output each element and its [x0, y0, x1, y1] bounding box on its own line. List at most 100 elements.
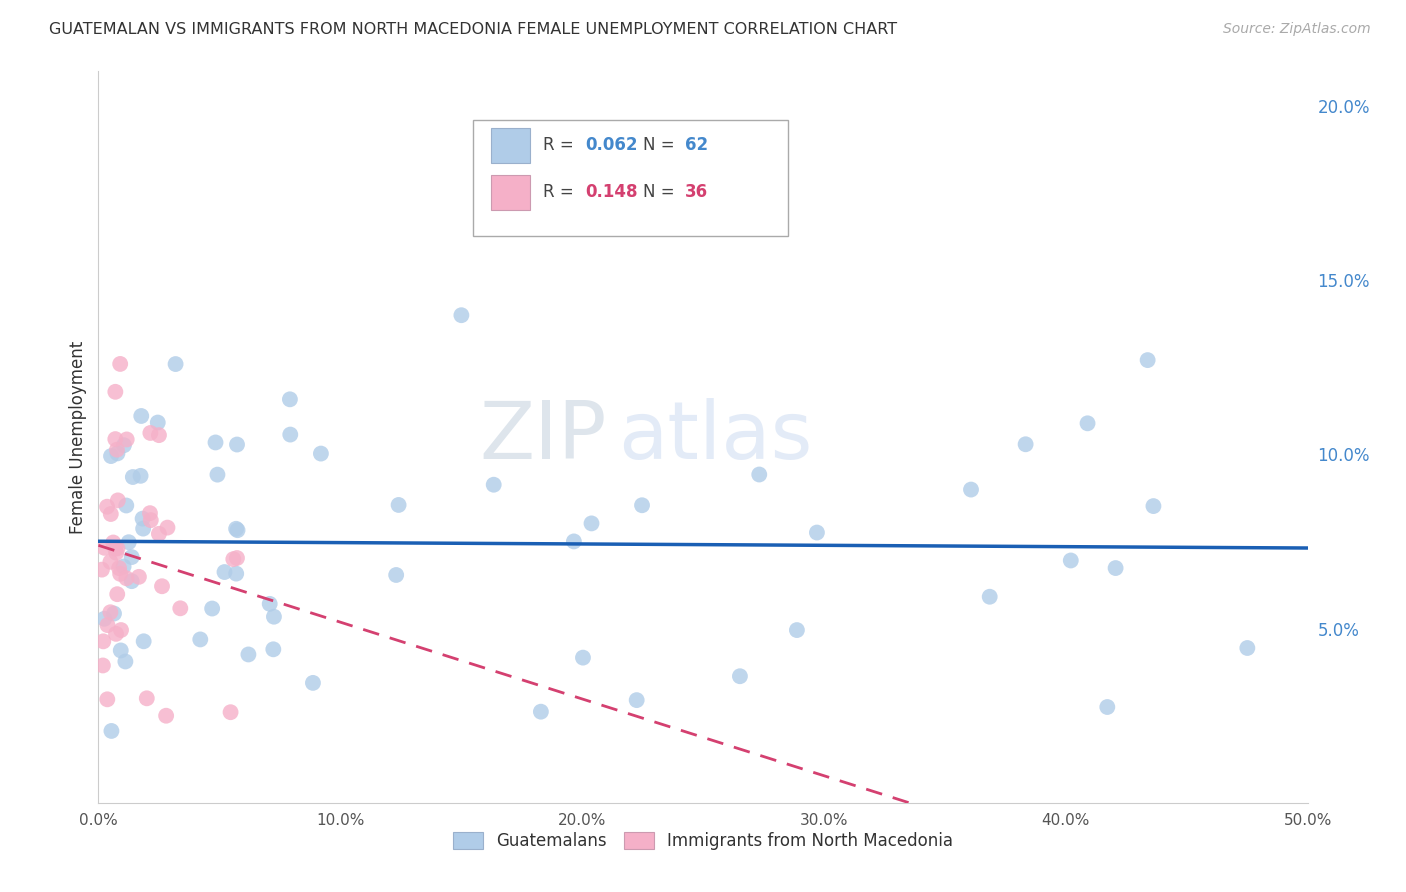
Point [806, 525, 828, 540]
Point [105, 546, 128, 560]
Y-axis label: Female Unemployment: Female Unemployment [69, 341, 87, 533]
Point [100, 555, 122, 569]
Point [118, 535, 141, 549]
Point [104, 627, 127, 641]
Point [115, 433, 138, 447]
Point [128, 570, 150, 584]
Point [132, 522, 155, 536]
Point [139, 513, 162, 527]
Point [219, 705, 242, 719]
Point [156, 520, 179, 534]
Point [165, 357, 187, 371]
Point [93, 612, 115, 626]
Point [112, 438, 135, 452]
Point [90, 563, 112, 577]
Point [1077, 417, 1099, 431]
Point [1236, 640, 1258, 655]
FancyBboxPatch shape [492, 128, 530, 163]
Point [214, 565, 236, 579]
Text: R =: R = [543, 183, 579, 201]
Point [1136, 353, 1159, 368]
Text: 36: 36 [685, 183, 709, 201]
Point [103, 535, 125, 549]
Point [728, 669, 751, 683]
Point [148, 526, 170, 541]
Point [93, 541, 115, 555]
Point [562, 534, 585, 549]
Point [238, 648, 260, 662]
Point [979, 590, 1001, 604]
Point [100, 507, 122, 521]
Point [105, 442, 128, 457]
Text: N =: N = [643, 183, 679, 201]
Point [263, 609, 285, 624]
Point [1142, 499, 1164, 513]
Point [207, 467, 229, 482]
Text: R =: R = [543, 136, 579, 153]
Point [1060, 553, 1083, 567]
Point [262, 642, 284, 657]
Text: 0.062: 0.062 [586, 136, 638, 153]
Point [132, 634, 155, 648]
Point [302, 676, 325, 690]
Point [105, 587, 128, 601]
Point [226, 523, 249, 537]
Text: N =: N = [643, 136, 679, 153]
Point [626, 693, 648, 707]
Point [100, 605, 122, 619]
Point [107, 541, 129, 556]
Point [148, 428, 170, 442]
Point [96, 692, 118, 706]
Point [748, 467, 770, 482]
Legend: Guatemalans, Immigrants from North Macedonia: Guatemalans, Immigrants from North Maced… [446, 825, 960, 856]
Point [482, 477, 505, 491]
Point [450, 308, 472, 322]
Point [278, 427, 301, 442]
Point [222, 552, 245, 566]
Point [1097, 700, 1119, 714]
Point [121, 550, 143, 565]
Point [104, 432, 127, 446]
Point [107, 493, 129, 508]
FancyBboxPatch shape [474, 120, 787, 235]
Point [786, 623, 808, 637]
Text: ZIP: ZIP [479, 398, 606, 476]
FancyBboxPatch shape [492, 175, 530, 211]
Point [631, 498, 654, 512]
Point [121, 470, 143, 484]
Point [121, 574, 143, 589]
Point [131, 511, 153, 525]
Point [110, 623, 132, 637]
Point [107, 446, 129, 460]
Text: Source: ZipAtlas.com: Source: ZipAtlas.com [1223, 22, 1371, 37]
Point [225, 566, 247, 581]
Point [1014, 437, 1036, 451]
Point [112, 559, 135, 574]
Point [91, 658, 114, 673]
Point [108, 561, 131, 575]
Point [96, 618, 118, 632]
Point [1104, 561, 1126, 575]
Point [139, 506, 162, 520]
Point [108, 357, 131, 371]
Point [225, 522, 247, 536]
Point [155, 708, 177, 723]
Point [129, 409, 152, 423]
Point [169, 601, 191, 615]
Point [103, 607, 125, 621]
Point [188, 632, 211, 647]
Text: atlas: atlas [619, 398, 813, 476]
Point [91, 634, 114, 648]
Point [960, 483, 983, 497]
Point [115, 499, 138, 513]
Point [114, 655, 136, 669]
Point [100, 723, 122, 738]
Point [108, 566, 131, 581]
Point [572, 650, 595, 665]
Point [226, 551, 249, 566]
Text: 0.148: 0.148 [586, 183, 638, 201]
Point [581, 516, 603, 531]
Point [129, 468, 152, 483]
Point [385, 568, 408, 582]
Point [139, 425, 162, 440]
